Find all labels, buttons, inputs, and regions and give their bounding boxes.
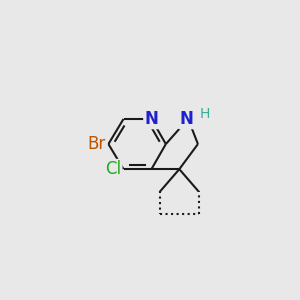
Text: N: N — [179, 110, 193, 128]
Text: Br: Br — [88, 135, 106, 153]
Text: N: N — [145, 110, 158, 128]
Text: Cl: Cl — [105, 160, 121, 178]
Text: H: H — [199, 107, 210, 121]
